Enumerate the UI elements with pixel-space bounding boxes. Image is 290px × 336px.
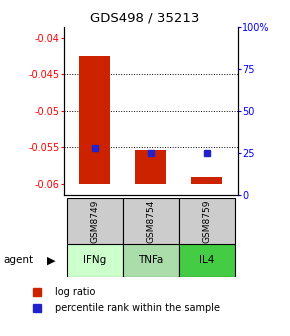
Bar bbox=[179, 244, 235, 277]
Bar bbox=[67, 244, 123, 277]
Text: agent: agent bbox=[3, 255, 33, 265]
Bar bbox=[123, 198, 179, 244]
Text: GSM8754: GSM8754 bbox=[146, 199, 155, 243]
Text: IL4: IL4 bbox=[199, 255, 215, 265]
Bar bbox=[135, 150, 166, 184]
Text: TNFa: TNFa bbox=[138, 255, 164, 265]
Bar bbox=[79, 56, 110, 184]
Bar bbox=[123, 244, 179, 277]
Text: GSM8749: GSM8749 bbox=[90, 199, 99, 243]
Bar bbox=[67, 198, 123, 244]
Text: percentile rank within the sample: percentile rank within the sample bbox=[55, 303, 220, 313]
Bar bbox=[191, 177, 222, 184]
Text: GDS498 / 35213: GDS498 / 35213 bbox=[90, 12, 200, 25]
Bar bbox=[179, 198, 235, 244]
Text: log ratio: log ratio bbox=[55, 287, 95, 297]
Text: IFNg: IFNg bbox=[83, 255, 106, 265]
Text: GSM8759: GSM8759 bbox=[202, 199, 211, 243]
Text: ▶: ▶ bbox=[47, 255, 55, 265]
